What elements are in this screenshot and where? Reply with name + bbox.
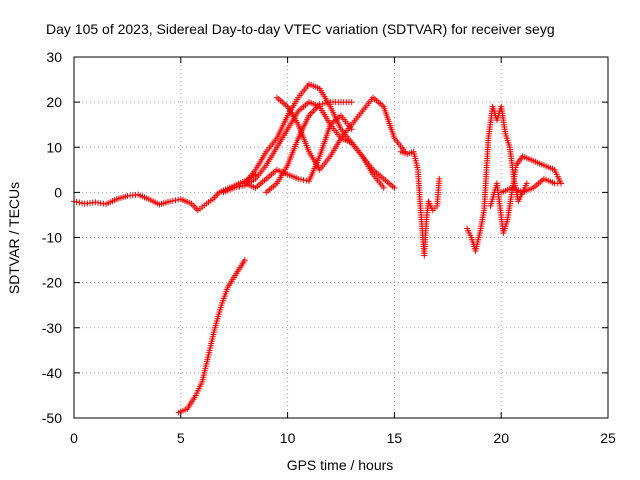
axis-ticks: 0 5 10 15 20 25 30 20 10 0 -10 -20 -30 -40 -50 (42, 49, 616, 446)
series-arc-h (487, 153, 565, 236)
x-tick-label: 0 (70, 430, 78, 446)
y-tick-label: 20 (46, 94, 62, 110)
series-arc-g (464, 103, 530, 255)
y-tick-label: -50 (42, 410, 62, 426)
y-axis-label: SDTVAR / TECUs (6, 182, 22, 294)
y-tick-label: 10 (46, 139, 62, 155)
data-point (391, 184, 398, 191)
data-point (233, 184, 240, 191)
data-point (303, 177, 310, 184)
data-marks (71, 81, 565, 416)
data-point (324, 99, 331, 106)
y-tick-label: -30 (42, 320, 62, 336)
chart-title: Day 105 of 2023, Sidereal Day-to-day VTE… (46, 21, 555, 37)
data-point (73, 198, 80, 205)
data-point (231, 184, 238, 191)
x-axis-label: GPS time / hours (287, 457, 394, 473)
data-point (297, 176, 304, 183)
data-point (241, 257, 248, 264)
y-tick-label: -20 (42, 275, 62, 291)
series-arc-deep (175, 257, 248, 416)
data-point (380, 184, 387, 191)
x-tick-label: 10 (280, 430, 296, 446)
y-tick-label: 0 (54, 184, 62, 200)
data-point (300, 176, 307, 183)
y-tick-label: 30 (46, 49, 62, 65)
data-point (558, 180, 565, 187)
x-tick-label: 20 (493, 430, 509, 446)
y-tick-label: -10 (42, 230, 62, 246)
series-arc-d (273, 94, 409, 173)
data-point (169, 197, 176, 204)
data-point (316, 101, 323, 108)
data-point (295, 175, 302, 182)
data-point (236, 183, 243, 190)
data-point (348, 99, 355, 106)
data-point (167, 198, 174, 205)
series-arc-e (241, 112, 355, 191)
data-point (436, 175, 443, 182)
data-point (319, 100, 326, 107)
data-point (239, 183, 246, 190)
series-arc-i (498, 175, 565, 196)
y-tick-label: -40 (42, 365, 62, 381)
data-point (348, 126, 355, 133)
x-tick-label: 15 (387, 430, 403, 446)
data-point (321, 100, 328, 107)
x-tick-label: 25 (600, 430, 616, 446)
x-tick-label: 5 (177, 430, 185, 446)
grid-lines (74, 57, 608, 418)
data-point (76, 199, 83, 206)
data-point (172, 197, 179, 204)
series-arc-f (397, 148, 443, 259)
data-point (79, 200, 86, 207)
data-point (523, 180, 530, 187)
